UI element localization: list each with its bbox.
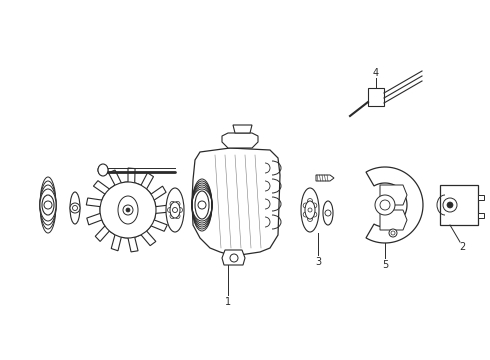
Polygon shape — [222, 133, 258, 148]
Ellipse shape — [323, 201, 333, 225]
Circle shape — [98, 165, 108, 175]
Ellipse shape — [70, 192, 80, 224]
Circle shape — [170, 213, 175, 219]
Circle shape — [168, 207, 172, 212]
Circle shape — [170, 202, 175, 206]
Bar — [368, 88, 384, 106]
Polygon shape — [380, 185, 407, 205]
Bar — [478, 195, 484, 200]
Circle shape — [177, 207, 182, 212]
Ellipse shape — [192, 179, 212, 231]
Polygon shape — [192, 148, 280, 255]
Text: 4: 4 — [373, 68, 379, 78]
Text: 3: 3 — [315, 257, 321, 267]
Circle shape — [303, 203, 308, 208]
Circle shape — [73, 206, 77, 211]
Circle shape — [303, 212, 308, 217]
Circle shape — [312, 203, 317, 208]
Circle shape — [308, 198, 313, 203]
Polygon shape — [222, 250, 245, 265]
Ellipse shape — [40, 185, 56, 225]
Ellipse shape — [301, 188, 319, 232]
Circle shape — [447, 202, 453, 208]
Circle shape — [308, 216, 313, 221]
Circle shape — [198, 201, 206, 209]
Circle shape — [230, 254, 238, 262]
Text: 5: 5 — [382, 260, 388, 270]
Ellipse shape — [40, 177, 56, 233]
Circle shape — [175, 213, 180, 219]
Ellipse shape — [166, 188, 184, 232]
Text: 2: 2 — [459, 242, 465, 252]
Circle shape — [391, 231, 395, 235]
Circle shape — [443, 198, 457, 212]
Polygon shape — [380, 210, 407, 230]
Ellipse shape — [40, 189, 56, 221]
Polygon shape — [86, 168, 170, 252]
Bar — [478, 213, 484, 218]
Circle shape — [172, 207, 177, 212]
Circle shape — [100, 182, 156, 238]
Ellipse shape — [170, 202, 180, 218]
Ellipse shape — [305, 201, 315, 219]
Ellipse shape — [42, 195, 54, 215]
Bar — [440, 185, 478, 225]
Circle shape — [380, 200, 390, 210]
Circle shape — [126, 208, 130, 212]
Ellipse shape — [98, 164, 108, 176]
Circle shape — [308, 208, 312, 212]
Circle shape — [375, 195, 395, 215]
Ellipse shape — [195, 191, 209, 219]
Circle shape — [312, 212, 317, 217]
Circle shape — [123, 205, 133, 215]
Circle shape — [70, 203, 80, 213]
Polygon shape — [233, 125, 252, 133]
Circle shape — [44, 201, 52, 209]
Ellipse shape — [118, 196, 138, 224]
Ellipse shape — [40, 181, 56, 229]
Circle shape — [389, 229, 397, 237]
Polygon shape — [366, 167, 423, 243]
Text: 1: 1 — [225, 297, 231, 307]
Polygon shape — [316, 175, 334, 181]
Circle shape — [175, 202, 180, 206]
Circle shape — [325, 210, 331, 216]
